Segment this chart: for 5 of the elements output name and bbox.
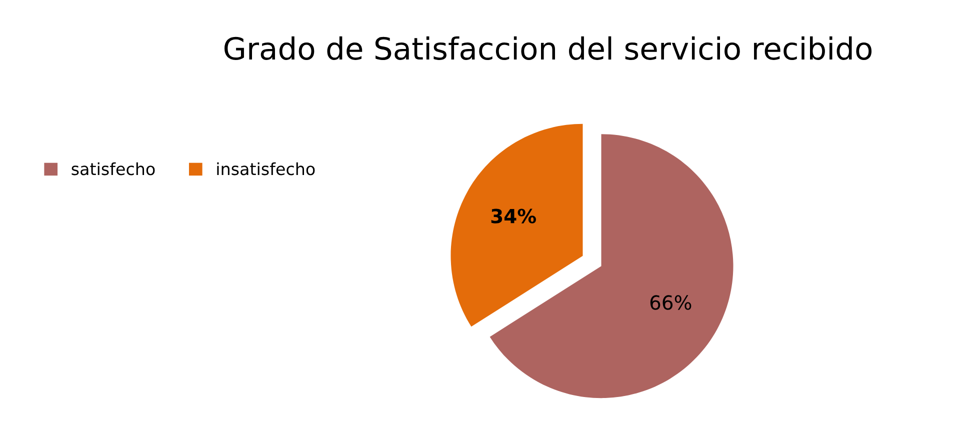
- legend-label: satisfecho: [72, 162, 155, 176]
- chart-title: Grado de Satisfaccion del servicio recibido: [224, 36, 872, 60]
- data-label: 34%: [491, 208, 536, 224]
- data-label: 66%: [650, 295, 692, 310]
- legend-label: insatisfecho: [217, 162, 315, 176]
